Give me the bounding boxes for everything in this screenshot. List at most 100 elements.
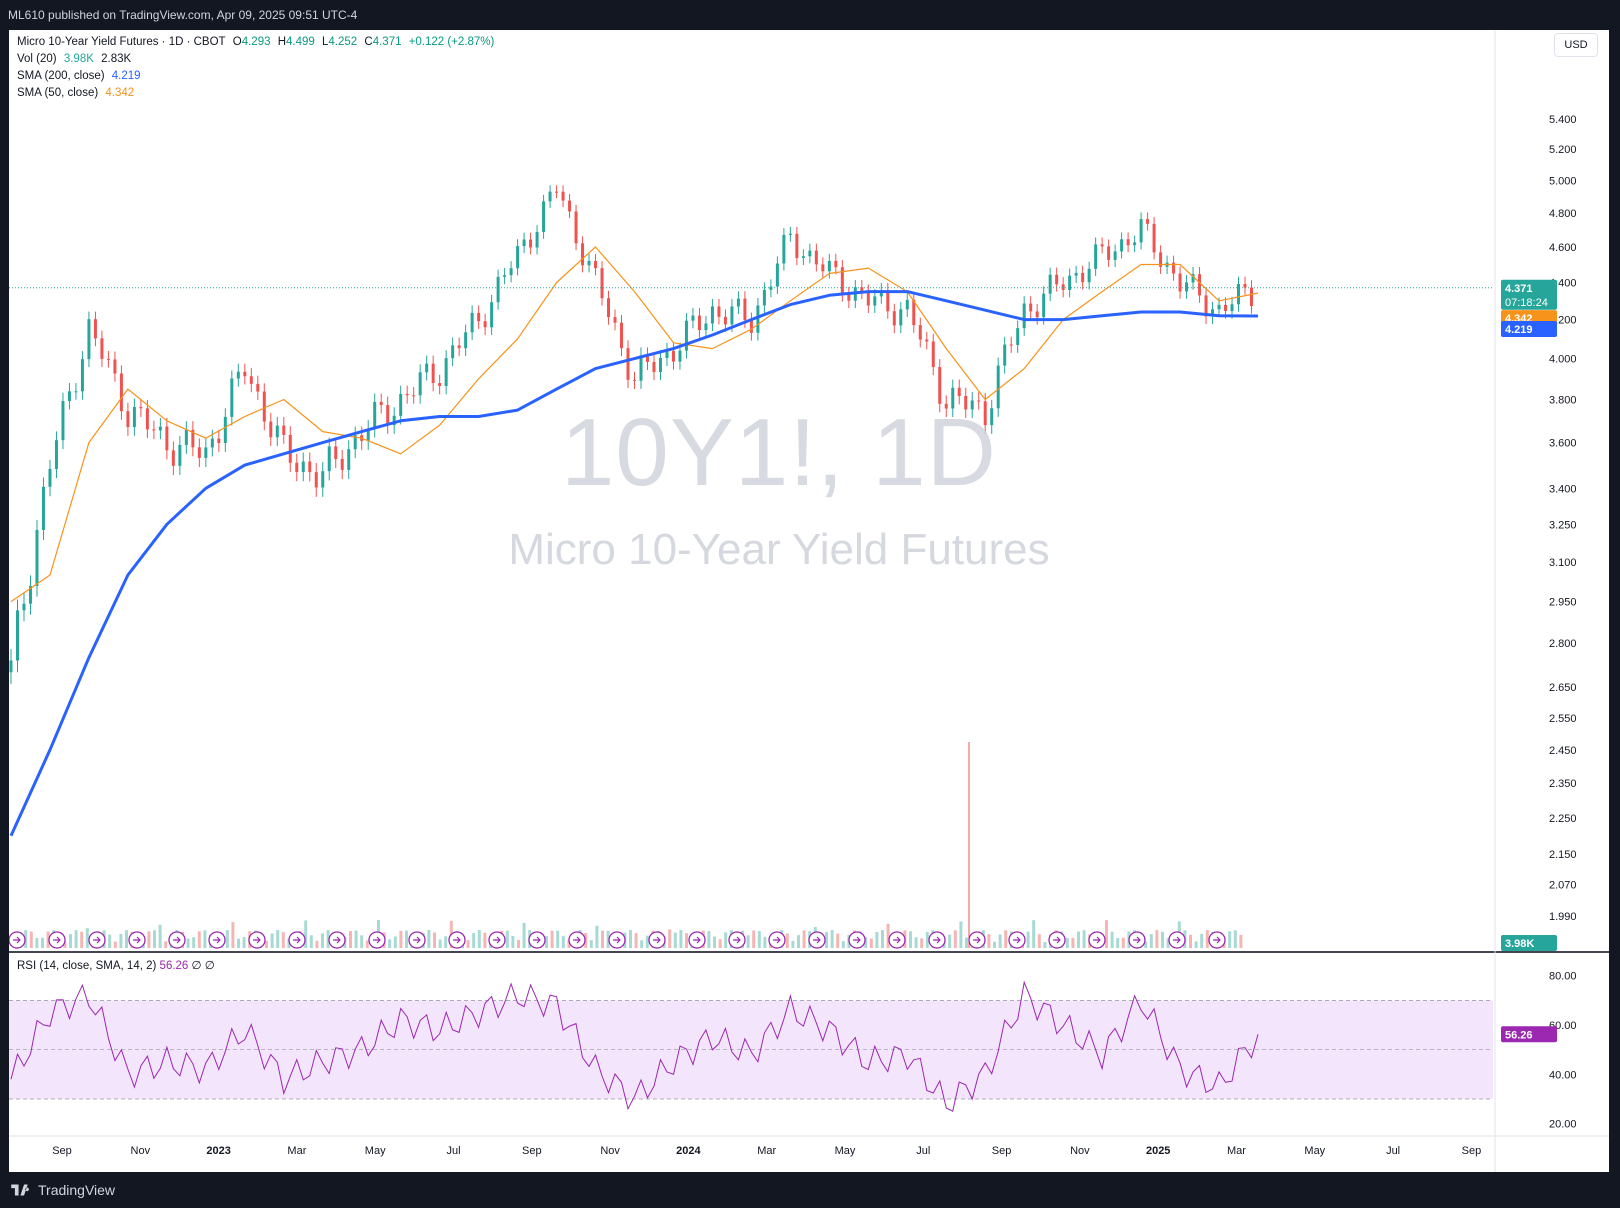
candle-body xyxy=(321,471,325,488)
candle-body xyxy=(80,359,84,392)
sma200-value: 4.219 xyxy=(111,70,141,82)
event-arrow-icon xyxy=(1173,936,1181,944)
candles-group xyxy=(9,185,1254,685)
candle-body xyxy=(808,250,812,257)
volume-bar xyxy=(595,925,599,948)
event-arrow-icon xyxy=(613,936,621,944)
sma200-label[interactable]: SMA (200, close) xyxy=(17,70,105,82)
candle-body xyxy=(879,290,883,297)
price-tick-label: 2.450 xyxy=(1549,745,1577,757)
candle-body xyxy=(743,298,747,321)
candle-body xyxy=(678,350,682,362)
event-arrow-icon xyxy=(373,936,381,944)
legend-volume-row[interactable]: Vol (20) 3.98K 2.83K xyxy=(17,51,498,68)
sma50-value: 4.342 xyxy=(105,87,135,99)
candle-body xyxy=(905,299,909,310)
candle-body xyxy=(1237,283,1241,305)
time-tick-label: May xyxy=(835,1145,856,1157)
volume-bar xyxy=(752,930,756,948)
legend-symbol-row[interactable]: Micro 10-Year Yield Futures · 1D · CBOT … xyxy=(17,34,498,51)
volume-bar xyxy=(315,940,319,948)
candle-body xyxy=(295,462,299,473)
candle-body xyxy=(977,400,981,402)
legend-sma50-row[interactable]: SMA (50, close) 4.342 xyxy=(17,85,498,102)
candle-body xyxy=(970,400,974,410)
candle-body xyxy=(457,345,461,349)
chart-canvas[interactable]: 5.4005.2005.0004.8004.6004.4004.2004.000… xyxy=(9,30,1609,1172)
change-value: +0.122 (+2.87%) xyxy=(408,36,495,48)
close-label: C xyxy=(364,36,373,48)
tradingview-brand[interactable]: TradingView xyxy=(10,1182,115,1198)
candle-body xyxy=(483,321,487,328)
event-arrow-icon xyxy=(1053,936,1061,944)
volume-bar xyxy=(802,930,806,948)
candle-body xyxy=(957,387,961,397)
volume-bar xyxy=(399,930,403,948)
candle-body xyxy=(535,231,539,248)
last-price-badge-label: 4.371 xyxy=(1505,283,1533,295)
volume-bar xyxy=(466,940,470,948)
rsi-legend[interactable]: RSI (14, close, SMA, 14, 2) 56.26 ∅ ∅ xyxy=(17,958,215,972)
volume-bar xyxy=(231,922,235,948)
rsi-tick-label: 80.00 xyxy=(1549,971,1577,983)
volume-bar xyxy=(1233,930,1237,948)
publish-info: ML610 published on TradingView.com, Apr … xyxy=(8,8,358,22)
volume-bar xyxy=(1071,937,1075,948)
volume-bar xyxy=(46,931,50,948)
candle-body xyxy=(684,320,688,351)
volume-bar xyxy=(1166,938,1170,948)
volume-bar xyxy=(477,930,481,948)
candle-body xyxy=(1061,284,1065,290)
candle-body xyxy=(399,393,403,416)
candle-body xyxy=(704,323,708,331)
candle-body xyxy=(983,401,987,426)
candle-body xyxy=(951,387,955,409)
volume-bar xyxy=(993,941,996,948)
volume-bar xyxy=(1161,931,1164,948)
time-tick-label: Mar xyxy=(287,1145,306,1157)
candle-body xyxy=(730,306,734,325)
currency-button[interactable]: USD xyxy=(1554,33,1598,57)
candle-body xyxy=(1094,244,1098,269)
volume-bar xyxy=(197,931,201,948)
candle-body xyxy=(197,447,201,458)
candle-body xyxy=(918,325,922,340)
candle-body xyxy=(1172,262,1176,274)
rsi-tick-label: 40.00 xyxy=(1549,1069,1577,1081)
volume-bar xyxy=(953,930,957,948)
rsi-label[interactable]: RSI (14, close, SMA, 14, 2) xyxy=(17,960,157,972)
candle-body xyxy=(1126,239,1130,246)
price-tick-label: 3.800 xyxy=(1549,394,1577,406)
candle-body xyxy=(152,429,156,431)
candle-body xyxy=(1048,274,1052,294)
volume-bar xyxy=(561,936,565,948)
candle-body xyxy=(1113,251,1117,260)
volume-bar xyxy=(869,938,873,948)
low-value: 4.252 xyxy=(328,36,358,48)
chart-frame[interactable]: 5.400 5.200 5.000 4.800 4.600 4.400 4.200 4.000… xyxy=(9,30,1609,1172)
sma50-label[interactable]: SMA (50, close) xyxy=(17,87,99,99)
candle-body xyxy=(191,429,195,448)
candle-body xyxy=(749,320,753,333)
volume-label[interactable]: Vol (20) xyxy=(17,53,57,65)
sma200-line xyxy=(9,290,1259,837)
candle-body xyxy=(1035,311,1039,318)
time-tick-label: Nov xyxy=(1070,1145,1090,1157)
candle-body xyxy=(74,391,78,393)
candle-body xyxy=(782,234,786,264)
legend-sma200-row[interactable]: SMA (200, close) 4.219 xyxy=(17,68,498,85)
candle-body xyxy=(425,363,429,373)
candle-body xyxy=(1087,268,1091,283)
symbol-title[interactable]: Micro 10-Year Yield Futures · 1D · CBOT xyxy=(17,36,226,48)
volume-bar xyxy=(74,930,78,948)
candle-body xyxy=(93,319,97,339)
candle-body xyxy=(288,434,292,463)
volume-bar xyxy=(1043,941,1047,948)
volume-bar xyxy=(998,934,1002,948)
volume-bar xyxy=(29,931,33,948)
candle-body xyxy=(327,446,331,472)
candle-body xyxy=(275,425,279,438)
last-price-badge xyxy=(1501,279,1557,310)
candle-body xyxy=(516,246,520,269)
brand-name: TradingView xyxy=(38,1182,116,1198)
